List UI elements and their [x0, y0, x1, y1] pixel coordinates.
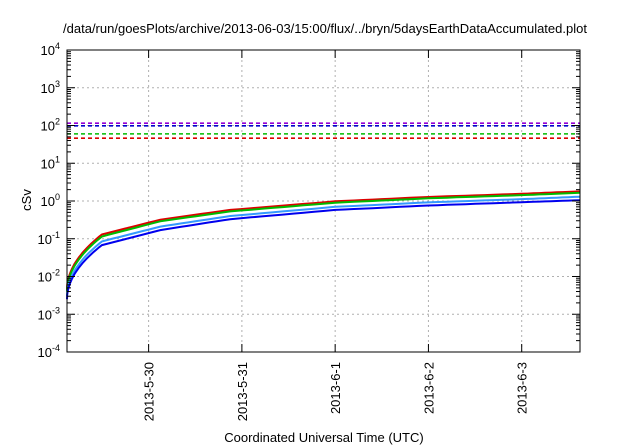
- y-tick-base: 10: [38, 307, 52, 322]
- dose-curve: [66, 190, 581, 290]
- dose-curve: [66, 191, 581, 292]
- threshold-lines: [67, 122, 580, 140]
- y-tick-base: 10: [38, 270, 52, 285]
- y-tick-base: 10: [38, 345, 52, 360]
- data-curves: [66, 190, 581, 300]
- y-tick-exponent: -2: [52, 268, 60, 278]
- dose-curve: [66, 195, 581, 297]
- y-tick-base: 10: [41, 43, 55, 58]
- y-tick-exponent: 2: [55, 117, 60, 127]
- y-tick-label: 10-1: [38, 230, 60, 247]
- dose-curve: [66, 199, 581, 300]
- y-tick-exponent: 0: [55, 192, 60, 202]
- y-tick-base: 10: [41, 156, 55, 171]
- y-tick-exponent: -3: [52, 305, 60, 315]
- x-tick-label: 2013-6-2: [421, 362, 436, 414]
- y-tick-label: 100: [41, 192, 60, 209]
- y-tick-exponent: 3: [55, 79, 60, 89]
- y-tick-label: 103: [41, 79, 60, 96]
- y-tick-exponent: -4: [52, 343, 60, 353]
- y-tick-label: 10-3: [38, 305, 60, 322]
- y-tick-exponent: 4: [55, 41, 60, 51]
- y-tick-base: 10: [41, 119, 55, 134]
- y-tick-base: 10: [41, 81, 55, 96]
- y-tick-label: 102: [41, 117, 60, 134]
- y-tick-label: 101: [41, 154, 60, 171]
- x-axis-label: Coordinated Universal Time (UTC): [224, 430, 423, 445]
- y-tick-label: 10-2: [38, 268, 60, 285]
- y-tick-exponent: -1: [52, 230, 60, 240]
- y-axis-label: cSv: [19, 189, 34, 211]
- y-tick-base: 10: [38, 232, 52, 247]
- x-tick-label: 2013-5-30: [142, 362, 157, 421]
- chart-title: /data/run/goesPlots/archive/2013-06-03/1…: [63, 21, 587, 36]
- y-tick-base: 10: [41, 194, 55, 209]
- y-tick-exponent: 1: [55, 154, 60, 164]
- y-tick-label: 10-4: [38, 343, 60, 360]
- x-axis-ticks: 2013-5-30 2013-5-31 2013-6-1 2013-6-2 2013-6…: [142, 50, 530, 421]
- y-tick-label: 104: [41, 41, 60, 58]
- x-tick-label: 2013-5-31: [235, 362, 250, 421]
- x-tick-label: 2013-6-1: [328, 362, 343, 414]
- grid: [67, 50, 580, 352]
- x-tick-label: 2013-6-3: [515, 362, 530, 414]
